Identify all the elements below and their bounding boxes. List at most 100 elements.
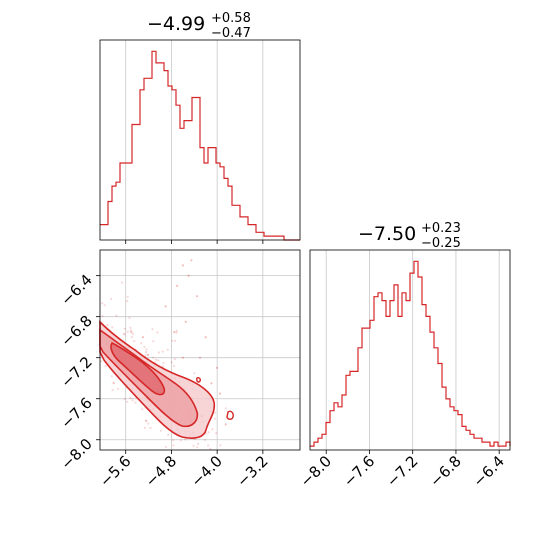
scatter-point <box>157 359 160 362</box>
scatter-point <box>192 444 195 447</box>
scatter-point <box>111 326 114 329</box>
scatter-point <box>207 444 210 447</box>
scatter-point <box>219 444 222 447</box>
scatter-point <box>196 295 199 298</box>
scatter-point <box>110 375 113 378</box>
scatter-point <box>128 316 131 319</box>
scatter-point <box>149 426 152 430</box>
scatter-point <box>117 387 120 390</box>
contour-levels <box>99 320 234 439</box>
scatter-point <box>101 302 104 305</box>
histogram-panel-top-left: −4.99 +0.58 −0.47 <box>99 11 301 244</box>
title-lower-param2: −0.25 <box>421 236 461 251</box>
scatter-point <box>174 339 177 342</box>
histogram-title-param2: −7.50 <box>358 223 416 245</box>
scatter-point <box>164 305 167 308</box>
scatter-point <box>129 329 132 332</box>
axes-frame-bottom-right <box>309 249 511 451</box>
scatter-point <box>224 423 227 426</box>
scatter-point <box>126 330 129 333</box>
scatter-point <box>179 439 182 442</box>
scatter-point <box>143 426 146 429</box>
scatter-point <box>211 428 214 431</box>
scatter-point <box>144 354 147 357</box>
scatter-point <box>170 361 173 364</box>
scatter-point <box>121 281 124 284</box>
scatter-point <box>173 357 176 361</box>
scatter-point <box>205 432 208 435</box>
scatter-point <box>171 339 174 342</box>
contour-panel-bottom-left: −5.6 −4.8 −4.0 −3.2 −6.4−6.8−7.2−7.6−8.0 <box>57 249 301 491</box>
scatter-point <box>141 336 144 339</box>
title-lower-param1: −0.47 <box>211 26 251 41</box>
y-tick-label: −6.8 <box>57 312 95 350</box>
scatter-point <box>151 328 154 331</box>
scatter-point <box>209 447 212 450</box>
title-median-param2: −7.50 <box>358 223 416 245</box>
axes-frame-top-left <box>99 39 301 241</box>
scatter-point <box>190 259 193 262</box>
y-tick-label: −7.2 <box>57 353 95 391</box>
scatter-point <box>110 297 113 300</box>
x-tick-label: −3.2 <box>233 452 271 490</box>
scatter-point <box>126 299 129 302</box>
title-median-param1: −4.99 <box>147 13 205 35</box>
scatter-point <box>175 331 178 334</box>
scatter-point <box>112 381 115 384</box>
scatter-point <box>181 356 184 359</box>
scatter-point <box>172 364 176 368</box>
scatter-point <box>130 331 133 334</box>
scatter-point <box>172 444 175 447</box>
contour-blob-right <box>226 410 234 420</box>
scatter-point <box>184 320 187 323</box>
scatter-point <box>204 336 207 339</box>
scatter-point <box>131 332 134 336</box>
grid-top-left <box>125 40 264 240</box>
scatter-point <box>122 332 125 335</box>
contour-inner <box>110 341 166 396</box>
y-tick-label: −7.6 <box>57 394 95 432</box>
scatter-point <box>167 433 170 436</box>
scatter-point <box>106 324 109 327</box>
axes-frame-bottom-left <box>99 249 301 451</box>
histogram-step-line-param1 <box>100 50 300 241</box>
scatter-point <box>126 295 129 298</box>
x-tick-label: −8.0 <box>297 452 335 490</box>
scatter-point <box>130 336 134 339</box>
scatter-point <box>155 358 158 361</box>
scatter-point <box>193 372 196 375</box>
scatter-point <box>171 438 175 442</box>
scatter-point <box>198 356 202 359</box>
histogram-step-line-param2 <box>310 260 511 447</box>
scatter-point <box>181 264 184 267</box>
x-tick-label: −4.8 <box>142 452 180 490</box>
scatter-point <box>187 274 190 277</box>
ticks-top-left <box>125 240 264 244</box>
histogram-title-param1: −4.99 <box>147 13 205 35</box>
contour-blob-small <box>196 377 201 383</box>
scatter-point <box>215 432 218 435</box>
x-tick-label: −6.4 <box>470 452 508 490</box>
scatter-point <box>159 429 162 432</box>
scatter-point <box>141 408 144 411</box>
scatter-point <box>214 411 217 414</box>
scatter-point <box>104 364 107 368</box>
scatter-point <box>204 438 207 441</box>
scatter-point <box>101 315 104 318</box>
scatter-point <box>197 442 200 445</box>
x-tick-label: −4.0 <box>187 452 225 490</box>
title-upper-param2: +0.23 <box>421 221 461 236</box>
scatter-point <box>103 304 106 307</box>
scatter-point <box>164 445 167 449</box>
scatter-point <box>216 366 219 369</box>
scatter-point <box>133 340 136 343</box>
scatter-point <box>129 396 132 400</box>
scatter-point <box>152 340 155 343</box>
x-tick-label: −6.8 <box>426 452 464 490</box>
scatter-point <box>162 362 165 365</box>
histogram-panel-bottom-right: −8.0 −7.6 −7.2 −6.8 −6.4 −7.50 +0.23 −0.25 <box>297 221 511 491</box>
scatter-point <box>214 417 217 420</box>
x-tick-label: −7.6 <box>340 452 378 490</box>
scatter-point <box>161 350 164 353</box>
scatter-point <box>123 327 126 330</box>
